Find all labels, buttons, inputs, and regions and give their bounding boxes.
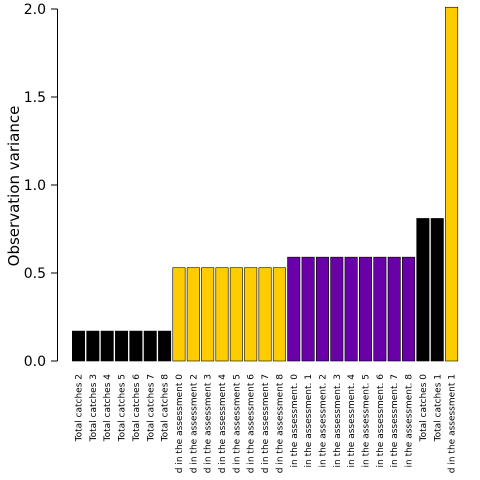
x-tick-label-6: Total catches 8 <box>161 374 171 443</box>
x-tick-label-8: d in the assessment 2 <box>189 374 199 473</box>
bar-25 <box>430 218 444 362</box>
x-tick-label-23: in the assessment. 8 <box>405 374 415 468</box>
x-tick-label-15: in the assessment. 0 <box>290 374 300 468</box>
x-tick-label-21: in the assessment. 6 <box>376 374 386 468</box>
x-tick-label-14: d in the assessment 8 <box>275 374 285 473</box>
bar-9 <box>201 267 215 362</box>
x-tick-label-9: d in the assessment 3 <box>204 374 214 473</box>
bar-21 <box>373 256 387 362</box>
x-tick-label-2: Total catches 4 <box>103 374 113 443</box>
bar-0 <box>72 330 86 362</box>
bar-16 <box>301 256 315 362</box>
bar-7 <box>172 267 186 362</box>
x-tick-label-11: d in the assessment 5 <box>232 374 242 473</box>
x-tick-label-19: in the assessment. 4 <box>347 374 357 468</box>
bar-15 <box>287 256 301 362</box>
x-tick-label-22: in the assessment. 7 <box>390 374 400 468</box>
bar-22 <box>387 256 401 362</box>
x-tick-label-17: in the assessment. 2 <box>318 374 328 468</box>
x-tick-label-26: d in the assessment 1 <box>448 374 458 473</box>
x-tick-label-13: d in the assessment 7 <box>261 374 271 473</box>
bar-6 <box>158 330 172 362</box>
x-tick-label-10: d in the assessment 4 <box>218 374 228 473</box>
x-tick-label-4: Total catches 6 <box>132 374 142 443</box>
bar-26 <box>445 6 459 362</box>
x-tick-label-25: Total catches 1 <box>433 374 443 442</box>
x-tick-label-12: d in the assessment 6 <box>247 374 257 473</box>
bar-12 <box>244 267 258 362</box>
y-axis-label: Observation variance <box>5 106 23 267</box>
x-tick-label-16: in the assessment. 1 <box>304 374 314 468</box>
x-tick-label-20: in the assessment. 5 <box>362 374 372 468</box>
bar-23 <box>402 256 416 362</box>
bar-10 <box>215 267 229 362</box>
bar-4 <box>129 330 143 362</box>
x-tick-label-18: in the assessment. 3 <box>333 374 343 468</box>
bar-11 <box>229 267 243 362</box>
bar-18 <box>330 256 344 362</box>
x-tick-label-7: d in the assessment 0 <box>175 374 185 473</box>
y-ticks-group: 0.0 0.5 1.0 1.5 2.0 <box>24 2 58 370</box>
y-tick-label-4: 2.0 <box>24 2 46 18</box>
bar-5 <box>143 330 157 362</box>
x-tick-label-5: Total catches 7 <box>146 374 156 442</box>
bar-17 <box>315 256 329 362</box>
bar-14 <box>272 267 286 362</box>
y-tick-label-3: 1.5 <box>24 90 46 106</box>
bar-3 <box>115 330 129 362</box>
y-tick-label-2: 1.0 <box>24 178 46 194</box>
x-tick-label-24: Total catches 0 <box>419 374 429 443</box>
bar-20 <box>358 256 372 362</box>
y-tick-label-1: 0.5 <box>24 266 46 282</box>
bar-8 <box>186 267 200 362</box>
bar-2 <box>100 330 114 362</box>
x-tick-label-0: Total catches 2 <box>75 374 85 442</box>
bars-group <box>72 6 459 362</box>
bar-1 <box>86 330 100 362</box>
x-tick-label-3: Total catches 5 <box>118 374 128 442</box>
x-tick-label-1: Total catches 3 <box>89 374 99 442</box>
bar-24 <box>416 218 430 362</box>
bar-13 <box>258 267 272 362</box>
x-tick-labels-group: Total catches 2 Total catches 3 Total catc… <box>75 374 458 473</box>
y-tick-label-0: 0.0 <box>24 354 46 370</box>
bar-19 <box>344 256 358 362</box>
